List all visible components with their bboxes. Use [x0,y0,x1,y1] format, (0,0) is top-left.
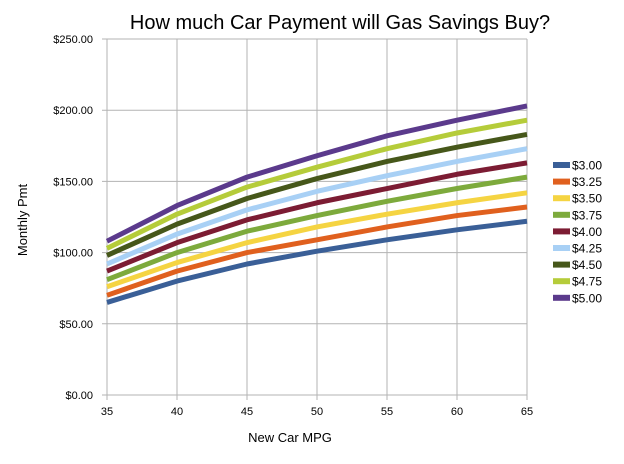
legend-swatch [553,178,570,185]
series-line [106,160,528,274]
x-tick-label: 55 [381,406,393,418]
y-axis-label: Monthly Pmt [15,183,30,256]
series-line [106,190,528,290]
y-tick-label: $250.00 [53,34,93,46]
series-line [106,146,528,267]
series-line [105,131,528,258]
x-tick-label: 45 [241,406,253,418]
x-axis-label: New Car MPG [248,430,332,445]
legend-label: $4.00 [572,225,602,239]
x-tick-label: 50 [311,406,323,418]
x-tick-label: 40 [171,406,183,418]
x-tick-label: 35 [101,406,113,418]
series-line [106,218,528,305]
legend-label: $3.75 [572,208,602,222]
legend-swatch [553,278,570,285]
y-tick-label: $200.00 [53,105,93,117]
legend-label: $4.25 [572,242,602,256]
legend-swatch [553,228,570,235]
y-tick-label: $0.00 [65,390,93,402]
legend: $3.00 $3.25 $3.50 $3.75 $4.00 $4.25 $4.50 $4.75… [553,159,602,305]
legend-swatch [553,261,570,268]
legend-swatch [553,245,570,251]
legend-label: $5.00 [572,291,602,305]
series-line [106,204,528,298]
legend-label: $4.50 [572,258,602,272]
chart-title: How much Car Payment will Gas Savings Bu… [130,12,550,34]
series-line [106,174,528,282]
legend-label: $4.75 [572,275,602,289]
y-tick-label: $50.00 [59,319,93,331]
x-tick-label: 65 [521,406,533,418]
series-line [105,117,528,251]
legend-label: $3.50 [572,192,602,206]
y-tick-label: $150.00 [53,176,93,188]
legend-label: $3.00 [572,159,602,173]
legend-swatch [553,211,570,218]
y-tick-label: $100.00 [53,248,93,260]
legend-swatch [553,195,570,202]
legend-swatch [553,294,570,301]
x-tick-label: 60 [451,406,463,418]
legend-label: $3.25 [572,175,602,189]
series-line [105,103,528,244]
legend-swatch [553,162,570,168]
